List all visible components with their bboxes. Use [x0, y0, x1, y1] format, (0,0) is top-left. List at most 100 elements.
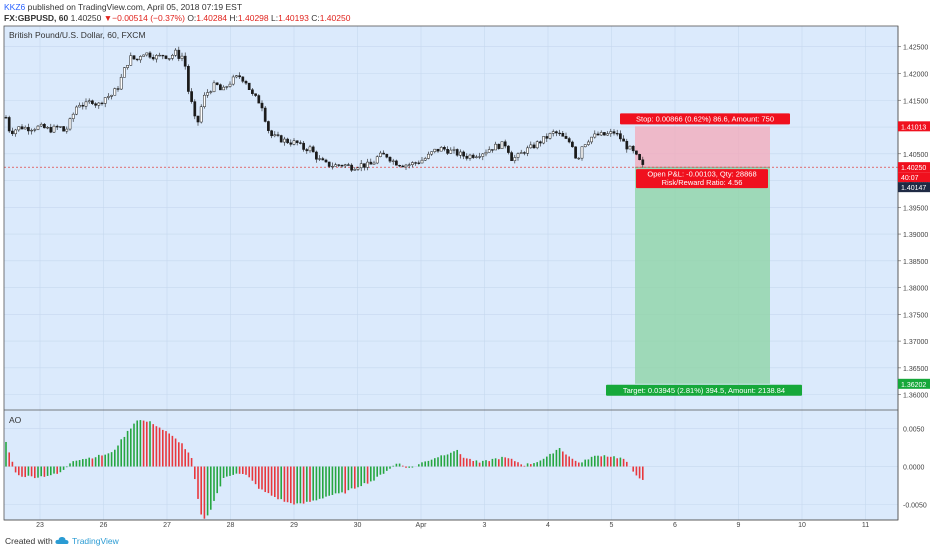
candle-body — [235, 75, 238, 78]
target-price-badge-badge — [898, 378, 930, 389]
candle-body — [308, 146, 312, 152]
candle-body — [580, 146, 584, 159]
candle-body — [158, 54, 161, 57]
candle-body — [398, 164, 401, 167]
price-axis-badges: 1.41013 1.40250 40:07 1.40147 1.36202 — [898, 121, 930, 389]
symbol-name[interactable]: FX:GBPUSD, 60 — [4, 13, 69, 23]
candle-body — [363, 163, 366, 168]
candle-body — [289, 142, 293, 145]
candle-body — [388, 156, 392, 162]
candle-body — [295, 140, 299, 143]
price-axis[interactable]: 1.425001.420001.415001.410001.405001.400… — [898, 45, 928, 400]
candle-body — [132, 55, 136, 60]
close-label: C: — [311, 13, 320, 23]
time-tick-label: 26 — [100, 522, 108, 529]
time-tick-label: 28 — [227, 522, 235, 529]
candle-body — [465, 155, 469, 159]
candle-body — [475, 156, 478, 158]
tradingview-cloud-icon — [55, 536, 69, 544]
candle-body — [177, 49, 181, 59]
candle-body — [487, 149, 491, 153]
target-price-badge: 1.36202 — [901, 382, 926, 389]
time-tick-label: 27 — [163, 522, 171, 529]
candle-body — [119, 77, 123, 90]
candle-body — [532, 144, 536, 149]
candle-body — [638, 154, 641, 161]
published-text: published on TradingView.com, April 05, … — [27, 2, 243, 12]
author-name[interactable]: KKZ6 — [4, 2, 26, 12]
stop-label-box — [620, 113, 790, 125]
candle-body — [75, 106, 78, 115]
time-tick-label: 10 — [798, 522, 806, 529]
candle-body — [609, 131, 613, 134]
candle-body — [123, 67, 126, 78]
candle-body — [574, 146, 577, 159]
candle-body — [596, 133, 600, 136]
candle-body — [299, 142, 302, 144]
bid-price-badge: 1.40147 — [901, 185, 926, 192]
candle-body — [555, 131, 558, 134]
candle-body — [62, 126, 65, 132]
candle-body — [593, 133, 597, 138]
stop-zone[interactable] — [635, 126, 770, 168]
candle-body — [481, 153, 485, 157]
down-arrow-icon: ▼ — [103, 13, 113, 23]
candle-body — [139, 56, 142, 61]
candle-body — [43, 123, 46, 129]
candle-body — [436, 148, 440, 152]
candle-body — [100, 102, 104, 105]
open-value: 1.40284 — [196, 13, 228, 23]
time-axis[interactable]: 23 26 27 28 29 30 Apr 3 4 5 6 9 10 11 — [36, 522, 869, 529]
candle-body — [606, 133, 609, 136]
rr-text: Risk/Reward Ratio: 4.56 — [662, 178, 743, 187]
candle-body — [615, 133, 619, 135]
candle-body — [241, 76, 245, 82]
candle-body — [254, 93, 257, 96]
candle-body — [385, 153, 389, 158]
candle-body — [631, 145, 635, 152]
candle-body — [571, 141, 574, 148]
time-tick-label: 4 — [546, 522, 550, 529]
candle-body — [423, 158, 427, 161]
candle-body — [468, 154, 472, 159]
tradingview-brand[interactable]: TradingView — [72, 536, 119, 546]
candle-body — [372, 162, 376, 165]
candle-body — [78, 104, 81, 108]
price-tick-label: 1.38000 — [903, 286, 928, 293]
candle-body — [471, 154, 475, 158]
chart-canvas[interactable]: 1.425001.420001.415001.410001.405001.400… — [0, 0, 932, 532]
candle-body — [542, 136, 545, 144]
candle-body — [148, 52, 152, 58]
ao-histogram — [5, 420, 644, 519]
candle-body — [417, 162, 421, 164]
candle-body — [327, 161, 331, 167]
candle-body — [443, 146, 446, 150]
open-label: O: — [187, 13, 197, 23]
candle-body — [459, 151, 462, 156]
ao-axis[interactable]: 0.0050 0.0000 -0.0050 — [903, 427, 927, 510]
low-value: 1.40193 — [278, 13, 309, 23]
candle-body — [279, 135, 283, 143]
candle-body — [622, 138, 625, 142]
candle-body — [222, 86, 225, 91]
candle-body — [491, 149, 494, 151]
bid-price-badge-badge — [898, 182, 930, 193]
candle-body — [599, 132, 603, 136]
candle-body — [135, 58, 139, 61]
candle-body — [401, 165, 405, 168]
position-labels: Stop: 0.00866 (0.62%) 86.6, Amount: 750 O… — [606, 113, 802, 396]
candle-body — [359, 163, 363, 169]
target-zone[interactable] — [635, 167, 770, 384]
ao-title: AO — [9, 415, 22, 425]
candle-body — [587, 141, 590, 145]
candle-body — [52, 125, 56, 133]
position-zone[interactable] — [635, 126, 770, 384]
candle-body — [340, 165, 344, 167]
candlesticks — [4, 46, 645, 172]
candle-body — [171, 55, 174, 59]
candle-body — [497, 143, 501, 149]
candle-body — [7, 117, 11, 132]
candle-body — [347, 164, 350, 166]
target-label: Target: 0.03945 (2.81%) 394.5, Amount: 2… — [623, 386, 785, 395]
candle-body — [84, 101, 88, 107]
